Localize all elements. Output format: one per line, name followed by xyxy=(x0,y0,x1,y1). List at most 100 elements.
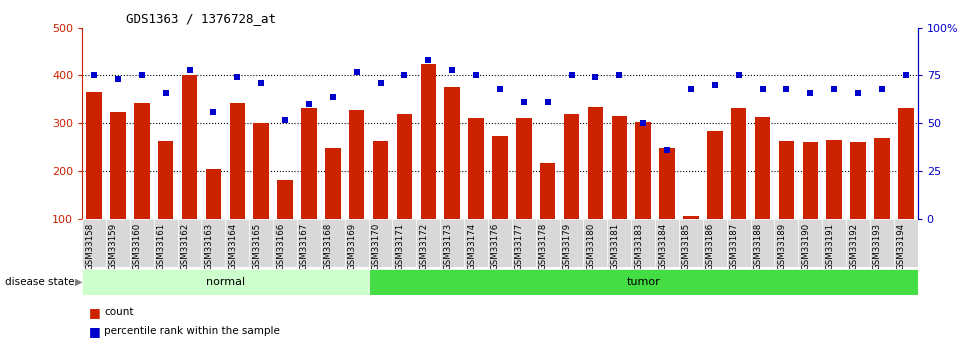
Bar xyxy=(492,136,508,219)
Point xyxy=(540,99,555,105)
Bar xyxy=(659,148,675,219)
Text: disease state: disease state xyxy=(5,277,74,287)
Bar xyxy=(679,219,703,267)
Bar xyxy=(397,114,412,219)
Bar xyxy=(106,219,129,267)
Point xyxy=(349,69,364,75)
Bar xyxy=(182,76,197,219)
Point xyxy=(707,82,723,88)
Text: GSM33177: GSM33177 xyxy=(515,223,524,270)
Text: GSM33158: GSM33158 xyxy=(85,223,94,270)
Text: GSM33190: GSM33190 xyxy=(801,223,810,270)
Point xyxy=(301,101,317,107)
Bar xyxy=(874,138,890,219)
Bar xyxy=(134,103,150,219)
Point xyxy=(397,73,412,78)
Text: GSM33166: GSM33166 xyxy=(276,223,285,270)
Bar xyxy=(464,219,488,267)
Point xyxy=(157,90,174,96)
Text: GSM33160: GSM33160 xyxy=(132,223,142,270)
Text: GSM33163: GSM33163 xyxy=(205,223,213,270)
Text: GSM33183: GSM33183 xyxy=(634,223,643,270)
Text: GSM33159: GSM33159 xyxy=(109,223,118,270)
Bar xyxy=(703,219,726,267)
Bar xyxy=(754,117,770,219)
Bar xyxy=(273,219,297,267)
Bar xyxy=(82,219,106,267)
Bar xyxy=(540,162,555,219)
Bar xyxy=(110,112,126,219)
Bar xyxy=(86,92,101,219)
Text: GSM33184: GSM33184 xyxy=(658,223,667,270)
Bar xyxy=(206,169,221,219)
Bar xyxy=(345,219,369,267)
Text: GSM33194: GSM33194 xyxy=(896,223,906,270)
Bar xyxy=(611,116,627,219)
Text: GSM33187: GSM33187 xyxy=(729,223,739,270)
Bar xyxy=(608,219,631,267)
Bar xyxy=(301,108,317,219)
Point xyxy=(206,109,221,115)
Text: GSM33186: GSM33186 xyxy=(706,223,715,270)
Bar xyxy=(894,219,918,267)
Text: GSM33176: GSM33176 xyxy=(491,223,500,270)
Text: GSM33164: GSM33164 xyxy=(228,223,238,270)
Text: GSM33167: GSM33167 xyxy=(299,223,309,270)
Bar xyxy=(587,107,603,219)
Bar xyxy=(277,180,293,219)
Bar xyxy=(369,219,392,267)
Bar xyxy=(898,108,914,219)
Bar xyxy=(369,269,918,295)
Point xyxy=(850,90,866,96)
Point xyxy=(469,73,484,78)
Bar xyxy=(253,123,269,219)
Bar xyxy=(321,219,345,267)
Point xyxy=(325,94,340,99)
Text: tumor: tumor xyxy=(626,277,660,287)
Bar xyxy=(154,219,178,267)
Bar xyxy=(775,219,798,267)
Bar xyxy=(803,142,818,219)
Point xyxy=(492,86,508,92)
Point xyxy=(230,75,245,80)
Text: count: count xyxy=(104,307,134,317)
Bar xyxy=(297,219,321,267)
Text: GSM33171: GSM33171 xyxy=(395,223,405,270)
Bar xyxy=(751,219,775,267)
Text: GSM33193: GSM33193 xyxy=(873,223,882,270)
Bar xyxy=(636,122,651,219)
Bar xyxy=(488,219,512,267)
Bar xyxy=(779,141,794,219)
Bar xyxy=(850,142,866,219)
Text: GSM33192: GSM33192 xyxy=(849,223,858,270)
Point xyxy=(779,86,794,92)
Bar xyxy=(392,219,416,267)
Bar xyxy=(870,219,894,267)
Bar xyxy=(157,141,174,219)
Bar xyxy=(822,219,846,267)
Text: GSM33168: GSM33168 xyxy=(324,223,332,270)
Bar xyxy=(846,219,870,267)
Bar xyxy=(731,108,747,219)
Bar xyxy=(726,219,751,267)
Point xyxy=(683,86,698,92)
Point xyxy=(803,90,818,96)
Text: GSM33162: GSM33162 xyxy=(181,223,189,270)
Text: GSM33170: GSM33170 xyxy=(372,223,381,270)
Point xyxy=(253,80,269,86)
Point xyxy=(110,77,126,82)
Text: GSM33191: GSM33191 xyxy=(825,223,834,270)
Bar xyxy=(631,219,655,267)
Point xyxy=(754,86,770,92)
Bar xyxy=(420,63,436,219)
Text: GSM33169: GSM33169 xyxy=(348,223,356,270)
Bar xyxy=(683,216,698,219)
Point xyxy=(564,73,580,78)
Bar xyxy=(129,219,154,267)
Text: GSM33165: GSM33165 xyxy=(252,223,261,270)
Bar xyxy=(325,148,341,219)
Text: GSM33172: GSM33172 xyxy=(419,223,428,270)
Text: ▶: ▶ xyxy=(75,277,83,287)
Point xyxy=(373,80,388,86)
Bar xyxy=(82,269,369,295)
